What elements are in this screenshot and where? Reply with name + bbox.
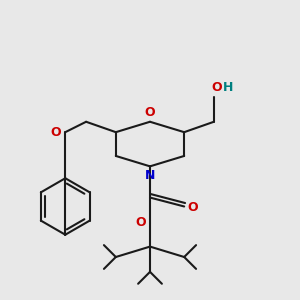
Text: O: O — [145, 106, 155, 119]
Text: H: H — [223, 81, 233, 94]
Text: O: O — [50, 126, 61, 139]
Text: O: O — [136, 216, 146, 229]
Text: N: N — [145, 169, 155, 182]
Text: O: O — [211, 81, 222, 94]
Text: O: O — [188, 202, 198, 214]
